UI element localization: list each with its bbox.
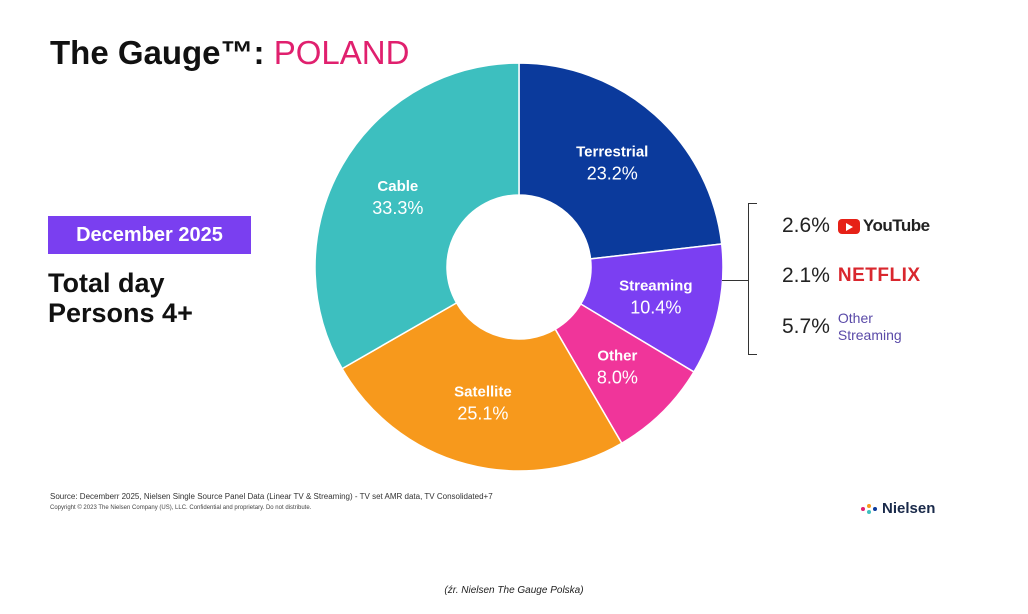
netflix-logo: NETFLIX xyxy=(837,265,921,286)
slice-cable xyxy=(314,62,520,370)
slice-satellite xyxy=(341,301,623,472)
netflix-value: 2.1% xyxy=(782,264,830,287)
title-text: The Gauge™: xyxy=(50,34,265,71)
nielsen-logo: Nielsen xyxy=(860,500,935,517)
page-title: The Gauge™: POLAND xyxy=(50,34,409,72)
slice-terrestrial xyxy=(518,62,723,260)
nielsen-mark-icon xyxy=(861,503,877,514)
bracket-connector xyxy=(722,280,748,281)
slice-value-cable: 33.3% xyxy=(372,198,423,218)
other-streaming-line2: Streaming xyxy=(837,327,902,343)
slice-label-satellite: Satellite xyxy=(454,383,512,400)
slice-label-cable: Cable xyxy=(377,178,418,195)
slice-value-terrestrial: 23.2% xyxy=(587,164,638,184)
audience-line2: Persons 4+ xyxy=(48,298,193,328)
slice-label-other: Other xyxy=(597,348,637,365)
slice-value-other: 8.0% xyxy=(597,368,638,388)
other-streaming-label: Other Streaming xyxy=(838,310,902,344)
youtube-text: YouTube xyxy=(862,216,930,235)
other-streaming-line1: Other xyxy=(837,310,873,326)
breakdown-netflix: 2.1% NETFLIX xyxy=(782,264,921,288)
youtube-value: 2.6% xyxy=(782,214,830,237)
youtube-logo: YouTube xyxy=(837,216,930,236)
slice-label-terrestrial: Terrestrial xyxy=(576,144,648,161)
source-note: Source: Decemberr 2025, Nielsen Single S… xyxy=(50,492,493,501)
slice-value-streaming: 10.4% xyxy=(630,298,681,318)
caption: (źr. Nielsen The Gauge Polska) xyxy=(444,585,584,596)
audience-line1: Total day xyxy=(48,268,165,298)
country: POLAND xyxy=(273,34,410,71)
slice-label-streaming: Streaming xyxy=(619,278,692,295)
audience-label: Total day Persons 4+ xyxy=(48,268,193,328)
other-streaming-value: 5.7% xyxy=(782,315,830,338)
streaming-bracket xyxy=(748,203,757,355)
period-badge: December 2025 xyxy=(48,216,251,254)
slice-value-satellite: 25.1% xyxy=(457,403,508,423)
copyright-note: Copyright © 2023 The Nielsen Company (US… xyxy=(50,505,312,511)
breakdown-other-streaming: 5.7% Other Streaming xyxy=(782,310,902,344)
logo-text: Nielsen xyxy=(882,500,936,517)
youtube-play-icon xyxy=(837,218,860,234)
slice-streaming xyxy=(579,243,724,373)
breakdown-youtube: 2.6% YouTube xyxy=(782,214,930,238)
